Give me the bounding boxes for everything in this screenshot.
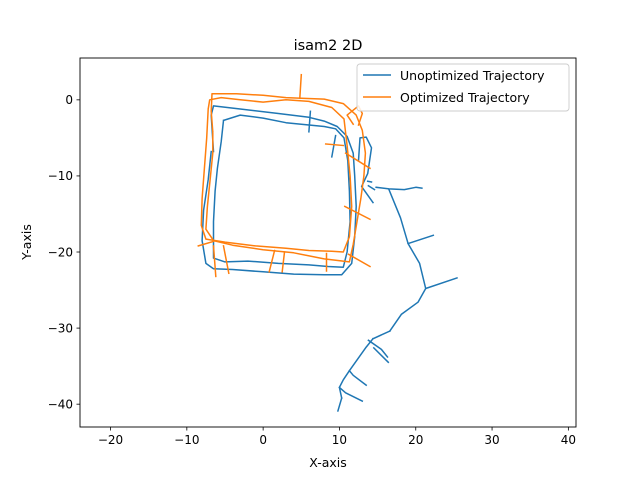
y-tick-label: −30 xyxy=(48,321,73,335)
legend: Unoptimized Trajectory Optimized Traject… xyxy=(356,63,570,112)
x-tick-label: 40 xyxy=(561,433,576,447)
y-tick-label: 0 xyxy=(65,93,73,107)
x-tick-label: 30 xyxy=(484,433,499,447)
y-axis-ticks: −40 −30 −20 −10 0 xyxy=(48,93,80,411)
series-0-path-2 xyxy=(308,110,312,133)
x-tick-label: −10 xyxy=(174,433,199,447)
series-optimized xyxy=(197,73,372,278)
series-0-path-10 xyxy=(388,287,427,333)
x-tick-label: 0 xyxy=(259,433,267,447)
y-tick-label: −10 xyxy=(48,169,73,183)
y-axis-label: Y-axis xyxy=(19,224,34,261)
series-0-path-13 xyxy=(348,369,368,387)
legend-label-optimized: Optimized Trajectory xyxy=(400,90,530,105)
series-0-path-5 xyxy=(367,184,376,191)
series-0-path-11 xyxy=(372,330,391,340)
series-0-path-14 xyxy=(338,386,364,403)
legend-box xyxy=(356,63,570,112)
y-tick-label: −40 xyxy=(48,397,73,411)
y-tick-label: −20 xyxy=(48,245,73,259)
x-tick-label: 20 xyxy=(408,433,423,447)
plot-series xyxy=(197,73,458,412)
series-0-path-3 xyxy=(330,134,337,158)
series-1-path-11 xyxy=(344,152,372,170)
chart-title: isam2 2D xyxy=(294,38,363,54)
series-unoptimized xyxy=(201,105,458,412)
series-0-path-15 xyxy=(336,397,343,412)
series-0-path-17 xyxy=(372,346,390,364)
series-1-path-4 xyxy=(212,245,217,278)
series-1-path-5 xyxy=(222,245,230,275)
series-1-path-13 xyxy=(324,143,345,147)
series-1-path-1 xyxy=(200,96,353,253)
x-axis-label: X-axis xyxy=(309,455,347,470)
legend-label-unoptimized: Unoptimized Trajectory xyxy=(400,68,545,83)
series-1-path-3 xyxy=(197,240,215,247)
series-0-path-9 xyxy=(407,242,458,290)
series-1-path-0 xyxy=(205,93,367,263)
series-1-path-7 xyxy=(281,251,286,273)
series-0-path-6 xyxy=(366,180,373,183)
series-0-path-4 xyxy=(357,136,375,204)
series-0-path-12 xyxy=(338,337,375,399)
series-0-path-8 xyxy=(388,188,435,245)
series-0-path-7 xyxy=(375,186,423,191)
x-axis-ticks: −20 −10 0 10 20 30 40 xyxy=(98,427,576,447)
series-1-path-10 xyxy=(343,205,372,221)
series-1-path-2 xyxy=(299,73,303,100)
x-tick-label: −20 xyxy=(98,433,123,447)
series-1-path-6 xyxy=(268,249,276,273)
series-1-path-9 xyxy=(347,253,372,268)
series-0-path-16 xyxy=(367,339,389,359)
x-tick-label: 10 xyxy=(332,433,347,447)
axes-frame xyxy=(79,57,577,428)
